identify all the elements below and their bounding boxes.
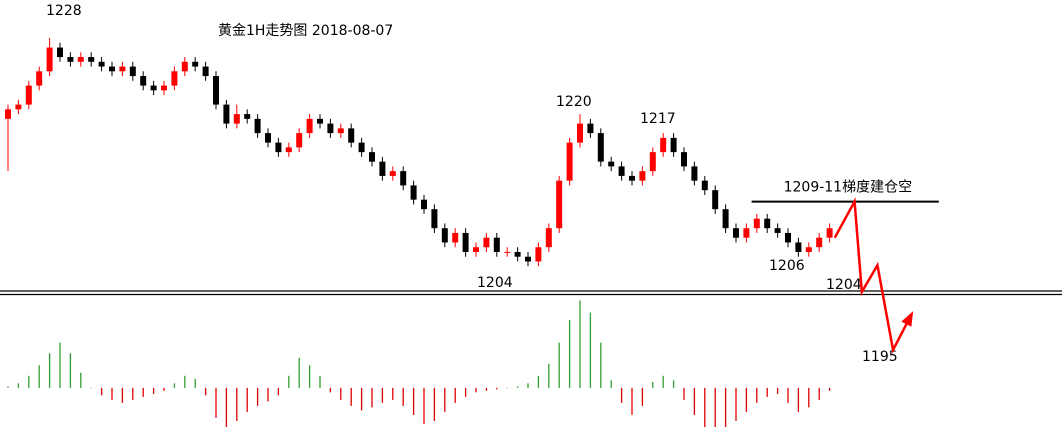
candle-body <box>514 251 521 257</box>
projection-line <box>833 197 913 354</box>
candle-body <box>556 180 563 229</box>
candle-body <box>275 142 282 153</box>
candle-body <box>181 61 188 72</box>
candle-body <box>431 209 438 229</box>
candle-body <box>639 171 646 181</box>
annotation: 1195 <box>862 349 898 365</box>
candle-body <box>223 104 230 124</box>
candle-body <box>681 152 687 167</box>
candle-body <box>161 85 167 91</box>
candle-body <box>774 228 781 233</box>
candle-body <box>483 237 490 248</box>
candle-body <box>712 190 719 210</box>
projection-arrowhead <box>901 311 914 327</box>
candle-body <box>629 175 635 181</box>
candle-body <box>743 228 750 238</box>
candle-body <box>213 76 219 105</box>
candle-body <box>421 199 427 210</box>
candle-body <box>733 228 739 238</box>
candle-body <box>826 228 833 238</box>
candle-body <box>670 137 677 153</box>
candle-body <box>192 61 199 67</box>
candle-body <box>57 47 63 58</box>
candle-body <box>296 133 303 148</box>
candle-body <box>462 232 469 252</box>
candle-body <box>265 133 271 143</box>
candle-body <box>535 247 542 262</box>
candle-body <box>244 114 251 119</box>
candle-body <box>150 85 157 91</box>
candle-body <box>691 166 698 181</box>
candle-body <box>140 76 147 86</box>
candle-body <box>254 118 261 134</box>
candle-body <box>722 209 729 229</box>
candle-body <box>452 232 459 243</box>
candle-body <box>618 166 625 176</box>
candle-body <box>202 66 209 77</box>
candle-body <box>119 66 126 72</box>
candle-body <box>400 171 407 186</box>
candle-body <box>36 71 43 86</box>
candle-body <box>337 128 344 134</box>
candle-body <box>358 142 365 153</box>
candle-body <box>764 218 771 229</box>
candle-body <box>285 147 292 153</box>
candle-body <box>493 237 500 252</box>
candle-body <box>88 57 95 62</box>
candle-body <box>67 57 74 62</box>
candle-body <box>46 47 53 72</box>
candle-body <box>545 228 552 248</box>
candle-body <box>785 232 791 243</box>
candle-body <box>317 118 323 124</box>
candle-body <box>473 247 479 252</box>
candle-body <box>795 242 802 252</box>
candle-body <box>805 247 812 252</box>
candle-body <box>171 71 178 86</box>
candle-body <box>379 161 386 176</box>
candle-body <box>327 123 334 134</box>
candle-body <box>233 114 240 124</box>
candle-body <box>597 133 604 162</box>
resistance-label: 1209-11梯度建仓空 <box>784 180 913 196</box>
candle-body <box>649 152 656 172</box>
candle-body <box>525 256 531 262</box>
candle-body <box>587 123 594 134</box>
candle-body <box>441 228 448 243</box>
candle-body <box>25 85 32 105</box>
chart-title: 黄金1H走势图 2018-08-07 <box>218 22 393 39</box>
candle-body <box>369 152 375 162</box>
candle-body <box>753 218 760 229</box>
candle-body <box>77 57 84 62</box>
candle-body <box>5 109 11 119</box>
candle-body <box>701 180 708 191</box>
candle-body <box>306 118 313 134</box>
annotation: 1204 <box>826 277 862 293</box>
candle-body <box>504 251 511 253</box>
annotation: 1228 <box>46 3 82 19</box>
candle-body <box>129 66 136 77</box>
annotation: 1217 <box>640 111 676 127</box>
candle-body <box>577 123 583 143</box>
candle-body <box>660 137 667 153</box>
candle-body <box>15 104 22 110</box>
annotation: 1220 <box>556 94 592 110</box>
candle-body <box>109 66 115 72</box>
annotation: 1206 <box>769 258 805 274</box>
candle-body <box>566 142 573 181</box>
annotation: 1204 <box>477 275 513 291</box>
candle-body <box>389 171 396 176</box>
candle-body <box>608 161 615 167</box>
candle-body <box>410 185 417 200</box>
candle-body <box>816 237 823 248</box>
candle-body <box>98 61 105 67</box>
candle-body <box>348 128 355 143</box>
